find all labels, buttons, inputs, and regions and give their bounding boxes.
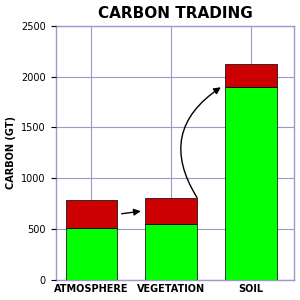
Title: CARBON TRADING: CARBON TRADING xyxy=(98,6,252,21)
Y-axis label: CARBON (GT): CARBON (GT) xyxy=(6,116,16,189)
Bar xyxy=(65,228,117,280)
Bar xyxy=(65,200,117,228)
Bar xyxy=(225,87,277,280)
Bar xyxy=(225,64,277,87)
Bar xyxy=(145,198,197,224)
Bar xyxy=(145,224,197,280)
